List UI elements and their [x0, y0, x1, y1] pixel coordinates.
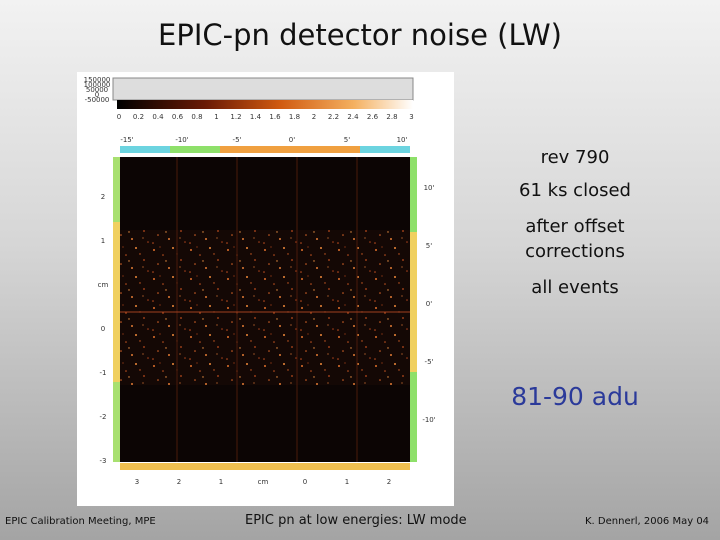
colorbar-tick: 1.4: [250, 113, 262, 121]
top-tick: 10': [397, 136, 408, 144]
colorbar-label: 50000: [86, 86, 108, 94]
colorbar-label: 100000: [84, 81, 111, 89]
top-tick: 5': [344, 136, 350, 144]
colorbar-tick: 1.6: [269, 113, 281, 121]
right-tick: 0': [426, 300, 432, 308]
colorbar-tick: 0.6: [172, 113, 184, 121]
colorbar-tick: 3: [409, 113, 413, 121]
colorbar-label: -50000: [85, 96, 110, 104]
bottom-tick: cm: [258, 478, 269, 486]
note: all events: [531, 277, 619, 298]
note: 61 ks closed: [519, 180, 631, 201]
top-tick: -5': [233, 136, 242, 144]
strip: [360, 146, 410, 153]
colorbar-tick: 0.2: [133, 113, 144, 121]
colorbar-tick: 0.8: [191, 113, 202, 121]
strip: [120, 463, 410, 470]
left-tick: -3: [100, 457, 107, 465]
bottom-tick: 0: [303, 478, 307, 486]
left-tick: 2: [101, 193, 105, 201]
strip: [410, 232, 417, 372]
colorbar-tick: 2.6: [367, 113, 379, 121]
bottom-tick: 1: [345, 478, 349, 486]
noise-region: [120, 230, 410, 385]
highlight: 81-90 adu: [511, 382, 639, 411]
left-tick: 1: [101, 237, 105, 245]
strip: [113, 222, 120, 382]
colorbar-histogram: [112, 77, 414, 101]
title: EPIC-pn detector noise (LW): [158, 18, 562, 52]
right-tick: -10': [422, 416, 435, 424]
bottom-tick: 1: [219, 478, 223, 486]
footer-right: K. Dennerl, 2006 May 04: [585, 516, 710, 527]
right-tick: 5': [426, 242, 432, 250]
colorbar-tick: 0: [117, 113, 121, 121]
colorbar-tick: 1.8: [289, 113, 300, 121]
colorbar-tick: 0.4: [152, 113, 164, 121]
bottom-tick: 2: [387, 478, 391, 486]
left-tick: 0: [101, 325, 105, 333]
ccd-borders: [120, 157, 410, 462]
colorbar-tick: 1: [214, 113, 218, 121]
colorbar-tick: 2.4: [347, 113, 359, 121]
left-tick: -1: [100, 369, 107, 377]
note: after offset corrections: [525, 216, 625, 262]
top-tick: 0': [289, 136, 295, 144]
top-tick: -10': [175, 136, 188, 144]
colorbar-label: 150000: [84, 76, 111, 84]
colorbar-tick: 2: [312, 113, 316, 121]
bottom-tick: 2: [177, 478, 181, 486]
strip: [120, 146, 170, 153]
colorbar-tick: 2.8: [386, 113, 397, 121]
footer-left: EPIC Calibration Meeting, MPE: [5, 516, 156, 527]
bottom-tick: 3: [135, 478, 139, 486]
colorbar: [117, 100, 413, 109]
colorbar-tick: 2.2: [328, 113, 339, 121]
strip: [170, 146, 220, 153]
strip: [220, 146, 360, 153]
left-tick: cm: [98, 281, 109, 289]
footer-center: EPIC pn at low energies: LW mode: [245, 513, 467, 528]
right-tick: 10': [424, 184, 435, 192]
right-tick: -5': [425, 358, 434, 366]
left-tick: -2: [100, 413, 107, 421]
note: rev 790: [540, 147, 610, 168]
colorbar-tick: 1.2: [230, 113, 241, 121]
colorbar-label: 0: [95, 91, 99, 99]
top-tick: -15': [120, 136, 133, 144]
